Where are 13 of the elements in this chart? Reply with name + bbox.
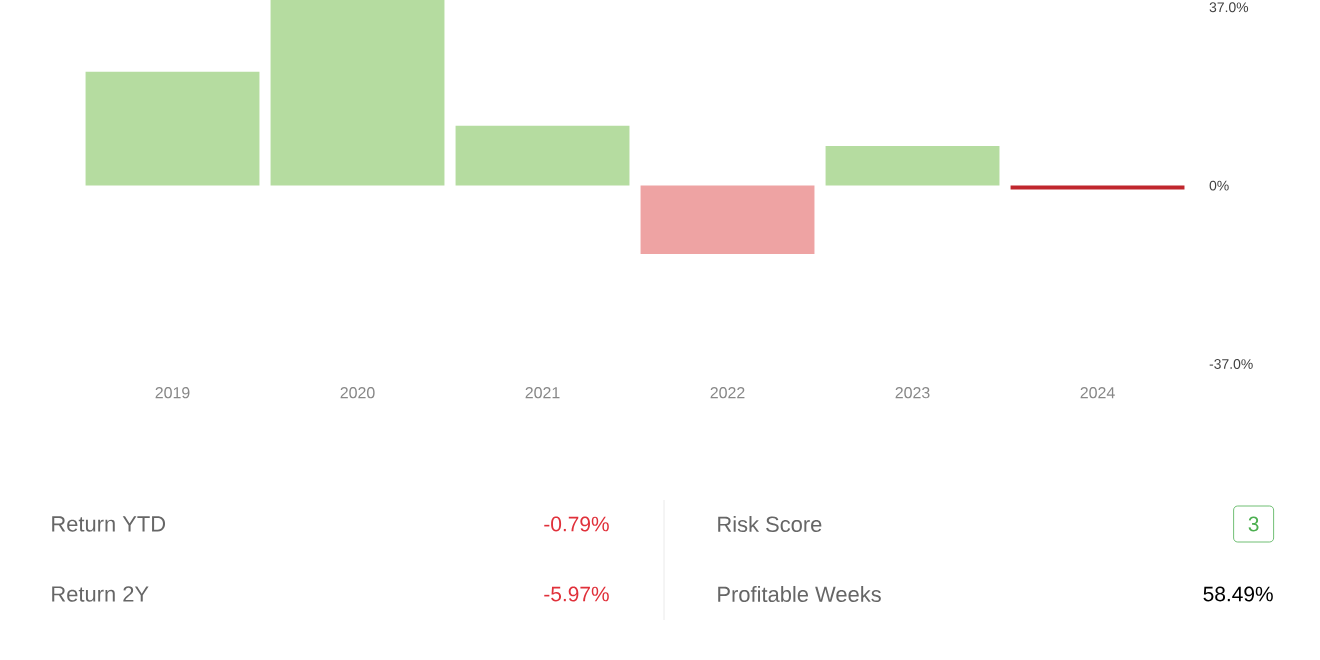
text: Profitable Weeks — [718, 585, 881, 603]
text: Risk Score — [718, 515, 822, 533]
text: 3 — [1248, 516, 1259, 532]
bar — [455, 125, 630, 186]
text: 58.49% — [1203, 586, 1273, 602]
bar — [270, 0, 445, 186]
bar — [825, 146, 1000, 186]
text: -0.79% — [544, 516, 609, 532]
bar — [85, 71, 260, 186]
bar — [640, 185, 815, 255]
text: Return YTD — [52, 516, 166, 532]
text: -5.97% — [544, 586, 609, 602]
text: Return 2Y — [52, 586, 149, 602]
